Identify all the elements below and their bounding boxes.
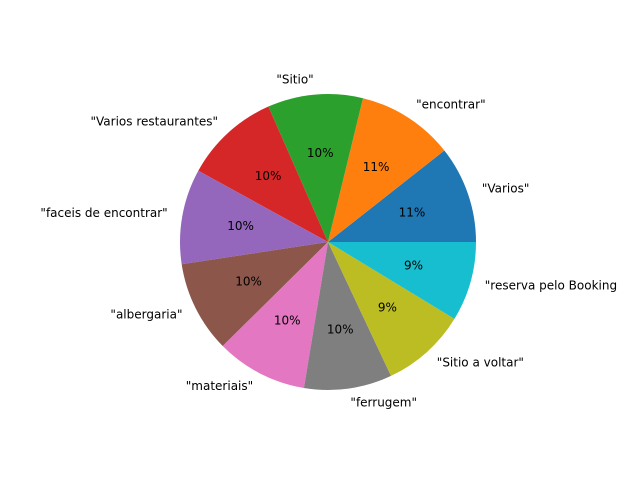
slice-label-1: "encontrar" (416, 98, 486, 112)
slice-label-7: "ferrugem" (350, 396, 417, 410)
slice-pct-label-8: 9% (378, 301, 397, 315)
slice-label-0: "Varios" (482, 181, 530, 195)
slice-pct-label-4: 10% (227, 219, 254, 233)
pie-slices (179, 94, 476, 391)
slice-pct-label-5: 10% (235, 274, 262, 288)
pie-slice-2 (268, 94, 364, 242)
slice-pct-label-1: 11% (363, 160, 390, 174)
pie-slice-5 (181, 242, 328, 346)
slice-pct-label-7: 10% (327, 322, 354, 336)
pie-slice-6 (222, 242, 328, 389)
slice-label-9: "reserva pelo Booking (485, 278, 617, 292)
slice-label-4: "faceis de encontrar" (40, 206, 167, 220)
slice-pct-label-9: 9% (404, 258, 423, 272)
slice-pct-label-2: 10% (307, 146, 334, 160)
pie-slice-1 (328, 98, 445, 242)
slice-pct-label-0: 11% (399, 205, 426, 219)
slice-label-2: "Sitio" (276, 72, 313, 86)
slice-label-3: "Varios restaurantes" (91, 114, 219, 128)
pie-slice-0 (328, 150, 476, 242)
pie-slice-3 (198, 106, 328, 242)
slice-pct-label-3: 10% (255, 169, 282, 183)
pie-slice-8 (328, 242, 455, 376)
slice-pct-label-6: 10% (274, 313, 301, 327)
pie-labels: "Varios" 11% "encontrar" 11% "Sitio" 10% "Vari… (40, 72, 617, 409)
slice-label-6: "materiais" (186, 379, 253, 393)
slice-label-5: "albergaria" (110, 307, 182, 321)
slice-label-8: "Sitio a voltar" (437, 356, 524, 370)
pie-slice-9 (328, 242, 476, 319)
pie-slice-4 (179, 170, 328, 265)
pie-slice-7 (303, 242, 392, 391)
